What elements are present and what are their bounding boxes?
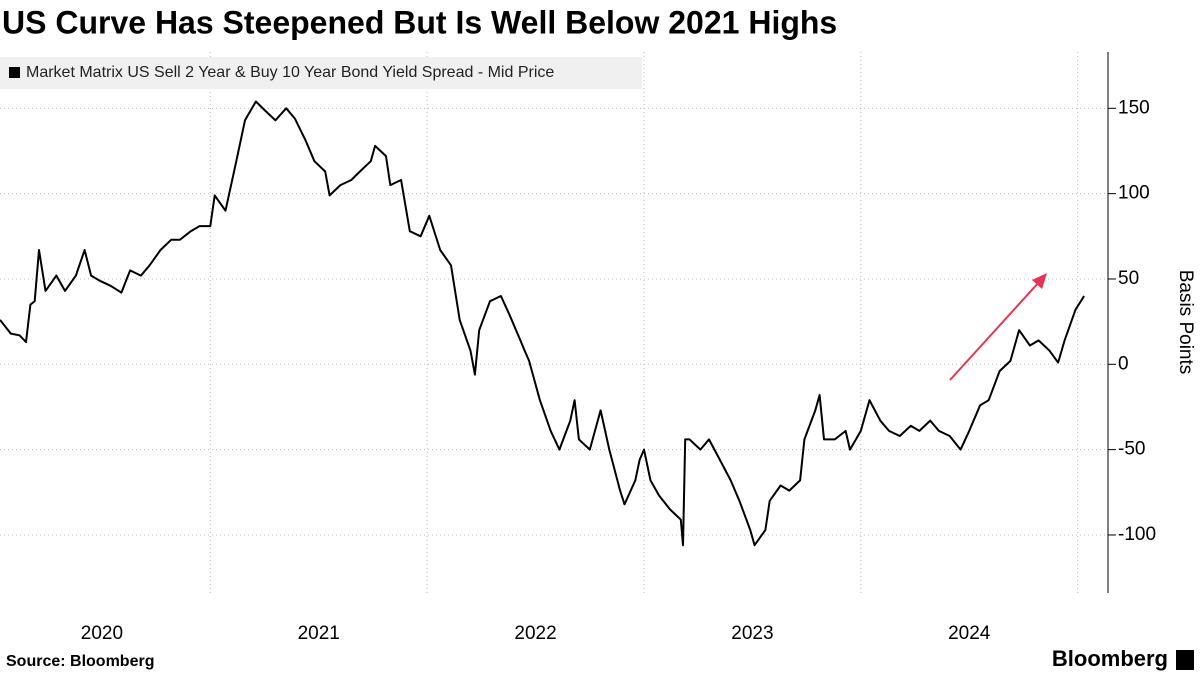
chart-title: US Curve Has Steepened But Is Well Below…	[2, 4, 837, 40]
brand-icon	[1176, 650, 1194, 670]
x-tick-label: 2022	[514, 623, 556, 644]
brand-logo: Bloomberg	[1052, 646, 1168, 671]
x-tick-label: 2021	[298, 623, 340, 644]
x-tick-label: 2023	[731, 623, 773, 644]
x-tick-label: 2020	[81, 623, 123, 644]
series-line	[0, 100, 1085, 547]
y-tick-label: -50	[1118, 439, 1145, 460]
legend-label: Market Matrix US Sell 2 Year & Buy 10 Ye…	[26, 64, 554, 81]
y-tick-label: 50	[1118, 268, 1139, 289]
arrow-head	[1032, 273, 1047, 289]
y-tick-label: 0	[1118, 353, 1129, 374]
y-tick-label: 150	[1118, 97, 1150, 118]
y-tick-label: 100	[1118, 183, 1150, 204]
source: Source: Bloomberg	[6, 653, 154, 670]
x-tick-label: 2024	[948, 623, 991, 644]
y-tick-label: -100	[1118, 524, 1156, 545]
plot-area: -100 -50 0 50 100 150 2020 2021 2022 2023 2024	[0, 52, 1156, 644]
annotation-arrow	[949, 280, 1041, 381]
legend-box	[0, 57, 642, 89]
legend-swatch	[9, 67, 20, 78]
y-axis-label: Basis Points	[1175, 270, 1196, 375]
